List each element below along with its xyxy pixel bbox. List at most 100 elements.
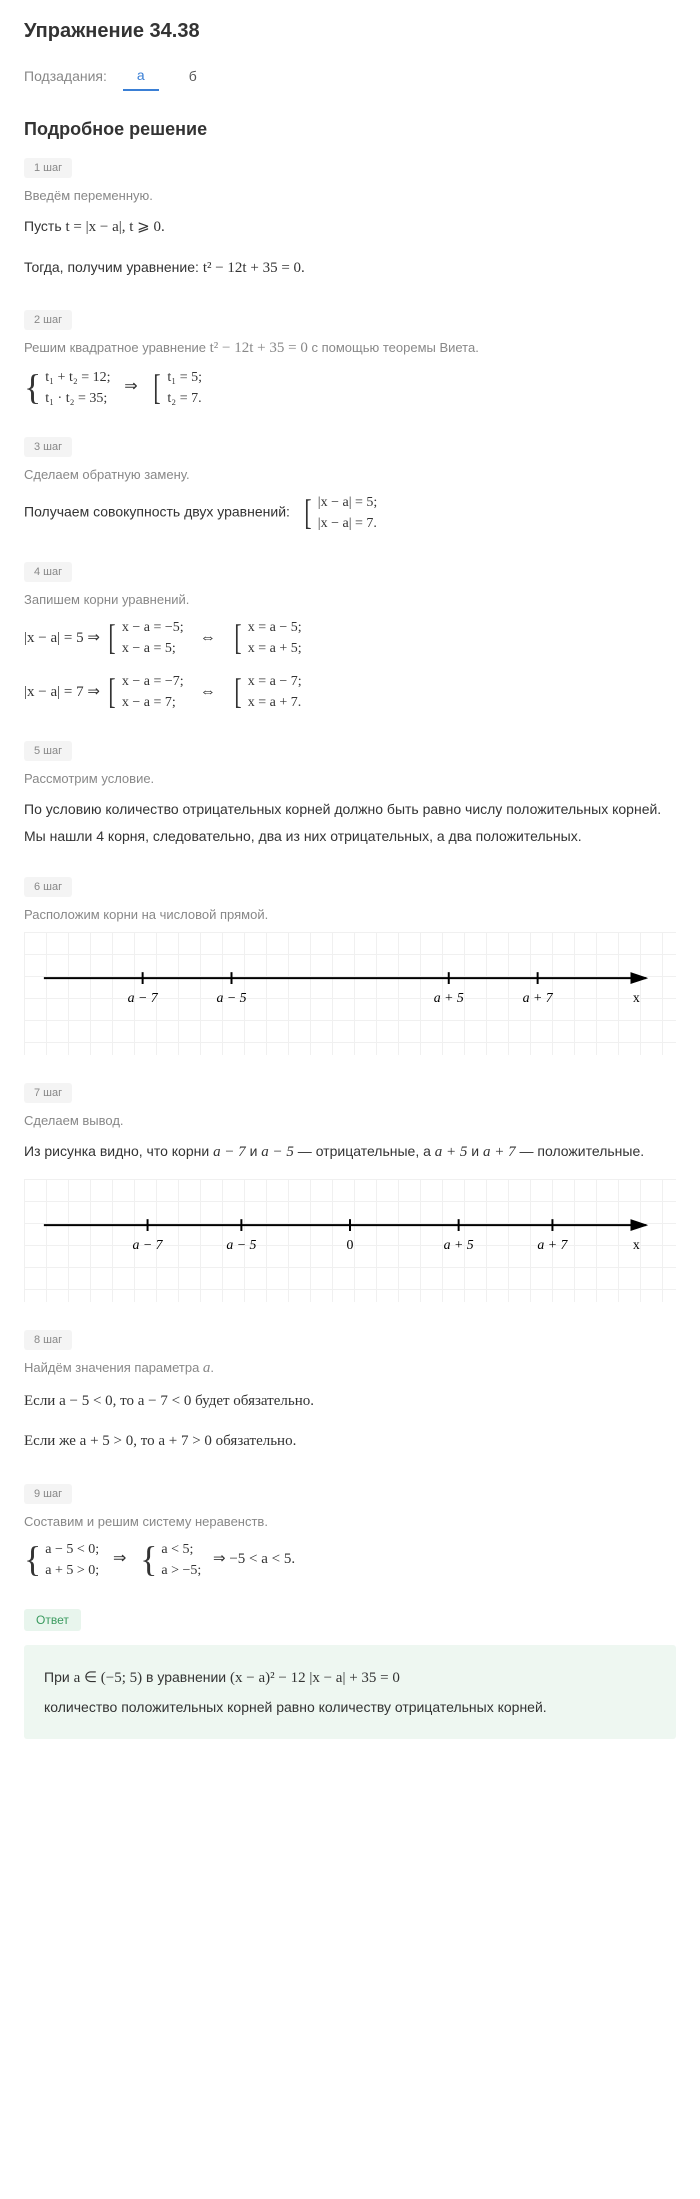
step-badge: 4 шаг bbox=[24, 562, 72, 582]
bracket-icon: [ bbox=[234, 679, 241, 704]
equation-system: { t₁ + t₂ = 12; t₁ · t₂ = 35; ⇒ [ t₁ = 5… bbox=[24, 367, 676, 409]
subtasks-label: Подзадания: bbox=[24, 68, 107, 84]
text: — положительные. bbox=[516, 1143, 645, 1159]
result: ⇒ −5 < a < 5. bbox=[213, 1551, 295, 1567]
step-text: Если a − 5 < 0, то a − 7 < 0 будет обяза… bbox=[24, 1387, 676, 1416]
bracket-icon: [ bbox=[154, 375, 161, 400]
sys-line: x − a = −5; bbox=[122, 617, 184, 638]
sys-line: t₁ + t₂ = 12; bbox=[45, 367, 110, 388]
subtasks-row: Подзадания: а б bbox=[24, 61, 676, 91]
step-badge: 3 шаг bbox=[24, 437, 72, 457]
equation-row: |x − a| = 5 ⇒ [ x − a = −5; x − a = 5; ⇔… bbox=[24, 617, 676, 659]
tick-label: a − 5 bbox=[226, 1236, 256, 1251]
step-label: Введём переменную. bbox=[24, 188, 676, 203]
sys-line: x = a − 5; bbox=[248, 617, 302, 638]
bracket-icon: [ bbox=[108, 625, 115, 650]
text: Из рисунка видно, что корни bbox=[24, 1143, 213, 1159]
tick-label: a + 5 bbox=[434, 990, 464, 1005]
sys-line: a < 5; bbox=[161, 1539, 201, 1560]
step-4: 4 шаг Запишем корни уравнений. |x − a| =… bbox=[24, 562, 676, 713]
step-label: Найдём значения параметра a. bbox=[24, 1360, 676, 1377]
sys-line: x − a = 7; bbox=[122, 692, 184, 713]
sys-line: t₁ = 5; bbox=[167, 367, 202, 388]
implies-icon: ⇒ bbox=[124, 378, 137, 395]
math: a − 7 bbox=[213, 1144, 246, 1160]
math: t² − 12t + 35 = 0. bbox=[203, 260, 305, 276]
bracket-icon: [ bbox=[304, 500, 311, 525]
brace-icon: { bbox=[24, 375, 41, 400]
text: с помощью теоремы Виета. bbox=[308, 340, 479, 355]
step-2: 2 шаг Решим квадратное уравнение t² − 12… bbox=[24, 310, 676, 409]
step-label: Составим и решим систему неравенств. bbox=[24, 1514, 676, 1529]
step-label: Решим квадратное уравнение t² − 12t + 35… bbox=[24, 340, 676, 357]
sys-line: |x − a| = 5; bbox=[318, 492, 378, 513]
text: Решим квадратное уравнение bbox=[24, 340, 210, 355]
step-text: Пусть t = |x − a|, t ⩾ 0. bbox=[24, 213, 676, 242]
step-text: Если же a + 5 > 0, то a + 7 > 0 обязател… bbox=[24, 1427, 676, 1456]
bracket-icon: [ bbox=[108, 679, 115, 704]
step-7: 7 шаг Сделаем вывод. Из рисунка видно, ч… bbox=[24, 1083, 676, 1302]
step-text: Из рисунка видно, что корни a − 7 и a − … bbox=[24, 1138, 676, 1167]
math: a + 7 bbox=[483, 1144, 516, 1160]
step-8: 8 шаг Найдём значения параметра a. Если … bbox=[24, 1330, 676, 1456]
tick: a + 7 bbox=[537, 1219, 568, 1252]
text: — отрицательные, а bbox=[294, 1143, 435, 1159]
tick: 0 bbox=[347, 1219, 354, 1252]
sys-line: x − a = 5; bbox=[122, 638, 184, 659]
sys-line: x − a = −7; bbox=[122, 671, 184, 692]
axis-label: x bbox=[633, 990, 640, 1005]
step-label: Сделаем обратную замену. bbox=[24, 467, 676, 482]
step-text: По условию количество отрицательных корн… bbox=[24, 796, 676, 849]
step-label: Расположим корни на числовой прямой. bbox=[24, 907, 676, 922]
math: a + 5 bbox=[435, 1144, 468, 1160]
text: в уравнении bbox=[142, 1669, 230, 1685]
step-badge: 8 шаг bbox=[24, 1330, 72, 1350]
sys-line: t₂ = 7. bbox=[167, 388, 202, 409]
tick: a − 7 bbox=[128, 972, 159, 1005]
sys-line: x = a + 7. bbox=[248, 692, 302, 713]
tick-label: a − 7 bbox=[128, 990, 159, 1005]
implies-icon: ⇒ bbox=[113, 1550, 126, 1567]
step-badge: 5 шаг bbox=[24, 741, 72, 761]
step-9: 9 шаг Составим и решим систему неравенст… bbox=[24, 1484, 676, 1581]
tab-b[interactable]: б bbox=[175, 62, 211, 90]
eq-left: |x − a| = 5 ⇒ bbox=[24, 624, 100, 653]
answer-badge: Ответ bbox=[24, 1609, 81, 1631]
tick-label: a + 5 bbox=[444, 1236, 474, 1251]
math: a − 5 bbox=[261, 1144, 294, 1160]
answer-section: Ответ При a ∈ (−5; 5) в уравнении (x − a… bbox=[24, 1609, 676, 1739]
text: количество положительных корней равно ко… bbox=[44, 1699, 547, 1715]
step-label: Рассмотрим условие. bbox=[24, 771, 676, 786]
step-label: Сделаем вывод. bbox=[24, 1113, 676, 1128]
answer-box: При a ∈ (−5; 5) в уравнении (x − a)² − 1… bbox=[24, 1645, 676, 1739]
text: и bbox=[246, 1143, 262, 1159]
step-badge: 6 шаг bbox=[24, 877, 72, 897]
step-label: Запишем корни уравнений. bbox=[24, 592, 676, 607]
sys-line: t₁ · t₂ = 35; bbox=[45, 388, 110, 409]
tick: a − 5 bbox=[226, 1219, 256, 1252]
math: (x − a)² − 12 |x − a| + 35 = 0 bbox=[230, 1670, 400, 1686]
step-text: Получаем совокупность двух уравнений: [ … bbox=[24, 492, 676, 534]
tick-label: a − 5 bbox=[216, 990, 246, 1005]
sys-line: x = a + 5; bbox=[248, 638, 302, 659]
text: При bbox=[44, 1669, 74, 1685]
step-5: 5 шаг Рассмотрим условие. По условию кол… bbox=[24, 741, 676, 849]
number-line: a − 7 a − 5 0 a + 5 a + 7 x bbox=[24, 1179, 676, 1302]
sys-line: a > −5; bbox=[161, 1560, 201, 1581]
tick-label: a − 7 bbox=[133, 1236, 164, 1251]
equation-system: { a − 5 < 0; a + 5 > 0; ⇒ { a < 5; a > −… bbox=[24, 1539, 676, 1581]
tick: a − 5 bbox=[216, 972, 246, 1005]
step-3: 3 шаг Сделаем обратную замену. Получаем … bbox=[24, 437, 676, 534]
sys-line: a − 5 < 0; bbox=[45, 1539, 99, 1560]
step-1: 1 шаг Введём переменную. Пусть t = |x − … bbox=[24, 158, 676, 282]
math: t² − 12t + 35 = 0 bbox=[210, 340, 308, 356]
tick-label: 0 bbox=[347, 1236, 354, 1251]
tab-a[interactable]: а bbox=[123, 61, 159, 91]
step-badge: 2 шаг bbox=[24, 310, 72, 330]
section-heading: Подробное решение bbox=[24, 119, 676, 140]
text: и bbox=[467, 1143, 483, 1159]
step-badge: 7 шаг bbox=[24, 1083, 72, 1103]
step-text: Тогда, получим уравнение: t² − 12t + 35 … bbox=[24, 254, 676, 283]
step-badge: 1 шаг bbox=[24, 158, 72, 178]
tick: a + 5 bbox=[444, 1219, 474, 1252]
